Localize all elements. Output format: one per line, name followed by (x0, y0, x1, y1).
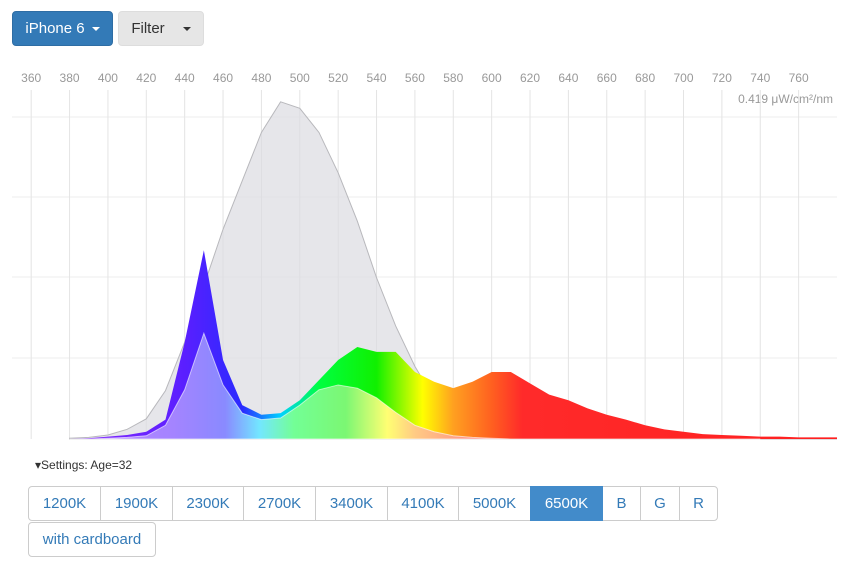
label: with cardboard (42, 531, 142, 548)
label: 5000K (472, 495, 517, 512)
label: 4100K (401, 495, 445, 512)
x-tick-label: 720 (712, 71, 732, 85)
perceived-overlay (69, 331, 761, 440)
x-tick-label: 680 (635, 71, 655, 85)
x-tick-label: 660 (597, 71, 617, 85)
device-button[interactable]: iPhone 6 (12, 11, 113, 46)
caret (91, 26, 100, 31)
x-tick-label: 460 (213, 71, 233, 85)
label: 1900K (114, 495, 159, 512)
x-tick-label: 700 (673, 71, 693, 85)
temperature-button[interactable]: 3400K (315, 486, 388, 521)
label: 2700K (257, 495, 302, 512)
label: Settings: Age=32 (41, 458, 133, 472)
x-tick-label: 600 (482, 71, 502, 85)
temperature-button[interactable]: 1200K (28, 486, 101, 521)
temperature-button[interactable]: 6500K (530, 486, 603, 521)
label: Filter (131, 20, 165, 37)
x-tick-label: 480 (251, 71, 271, 85)
unit-label: 0.419 μW/cm²/nm (738, 92, 833, 106)
label: B (616, 495, 627, 512)
temperature-button[interactable]: R (679, 486, 718, 521)
label: iPhone 6 (25, 20, 85, 37)
x-tick-label: 560 (405, 71, 425, 85)
x-tick-label: 520 (328, 71, 348, 85)
temperature-button[interactable]: 1900K (100, 486, 173, 521)
label: 1200K (42, 495, 87, 512)
x-tick-label: 640 (558, 71, 578, 85)
spectrum-area (69, 250, 838, 439)
x-tick-label: 420 (136, 71, 156, 85)
temperature-button[interactable]: 4100K (387, 486, 459, 521)
label: G (654, 495, 666, 512)
label: 3400K (329, 495, 374, 512)
filter-button[interactable]: Filter (118, 11, 204, 46)
temperature-button[interactable]: G (640, 486, 680, 521)
x-tick-label: 580 (443, 71, 463, 85)
x-tick-label: 380 (60, 71, 80, 85)
x-tick-label: 620 (520, 71, 540, 85)
temperature-button[interactable]: 2700K (243, 486, 316, 521)
caret (182, 26, 191, 31)
label: 6500K (544, 495, 589, 512)
cardboard-button[interactable]: with cardboard (28, 522, 156, 557)
x-tick-label: 540 (367, 71, 387, 85)
x-tick-label: 760 (789, 71, 809, 85)
x-tick-label: 440 (175, 71, 195, 85)
settings-toggle[interactable]: ▾Settings: Age=32 (35, 458, 133, 472)
x-tick-label: 400 (98, 71, 118, 85)
x-tick-label: 740 (750, 71, 770, 85)
x-tick-label: 500 (290, 71, 310, 85)
chart: 0.419 μW/cm²/nm 360 380 400 420 440 460 480 500… (12, 71, 838, 440)
temperature-button[interactable]: 2300K (172, 486, 244, 521)
label: R (693, 495, 704, 512)
label: 2300K (186, 495, 230, 512)
temperature-button[interactable]: B (602, 486, 641, 521)
spectrum-area (69, 333, 761, 439)
x-tick-label: 360 (21, 71, 41, 85)
temperature-button[interactable]: 5000K (458, 486, 531, 521)
